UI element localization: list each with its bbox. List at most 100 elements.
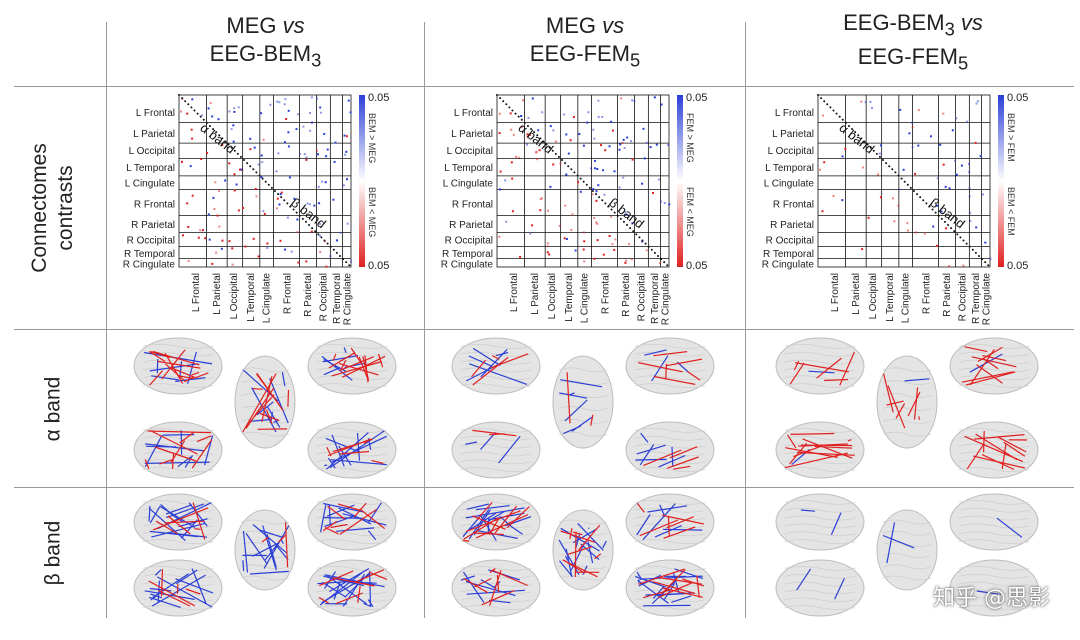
- connection-blue: [559, 560, 573, 578]
- brain-gyrus: [142, 566, 214, 571]
- matrix-cell: [944, 185, 947, 188]
- connection-blue: [273, 420, 278, 423]
- matrix-cell: [186, 202, 189, 205]
- connection-red: [463, 577, 489, 594]
- brain-gyrus: [316, 531, 388, 537]
- matrix-cell: [233, 173, 236, 176]
- matrix-diagonal-dot: [934, 211, 937, 214]
- brain-gyrus: [634, 435, 706, 441]
- connection-blue: [152, 573, 189, 599]
- connection-red: [643, 449, 682, 467]
- brain-gyrus: [460, 428, 532, 433]
- connection-blue: [144, 590, 195, 600]
- matrix-cell: [821, 210, 824, 213]
- matrix-cell: [625, 259, 628, 262]
- matrix-diagonal-dot: [289, 205, 292, 208]
- connection-blue: [639, 575, 703, 580]
- matrix-cell: [624, 261, 627, 264]
- matrix-row-label: R Occipital: [127, 235, 175, 246]
- brain-gyrus: [460, 500, 532, 505]
- connection-red: [789, 442, 808, 465]
- matrix-cell: [180, 110, 183, 113]
- matrix-cell: [189, 165, 192, 168]
- matrix-col-label: L Parietal: [212, 273, 223, 315]
- matrix-cell: [310, 230, 313, 233]
- matrix-cell: [313, 204, 316, 207]
- matrix-cell: [596, 222, 599, 225]
- matrix-cell: [228, 110, 231, 113]
- matrix-diagonal-dot: [181, 97, 184, 100]
- connection-red: [184, 376, 195, 383]
- brain-gyrus: [958, 605, 1030, 610]
- matrix-cell: [511, 210, 514, 213]
- matrix-diagonal-dot: [320, 236, 323, 239]
- connection-blue: [154, 569, 162, 576]
- brain-gyrus: [634, 539, 706, 544]
- matrix-cell: [199, 229, 202, 232]
- connection-red: [658, 582, 693, 598]
- matrix-cell: [832, 195, 835, 197]
- matrix-cell: [318, 234, 321, 237]
- colorbar-bottom-value: 0.05: [686, 260, 707, 272]
- matrix-cell: [603, 193, 606, 196]
- brain-gyrus: [784, 507, 856, 513]
- connection-blue: [252, 524, 288, 554]
- matrix-cell: [582, 248, 585, 251]
- connection-red: [338, 362, 379, 376]
- brain-gyrus: [784, 605, 856, 610]
- matrix-cell: [296, 231, 299, 234]
- matrix-cell: [643, 157, 646, 160]
- connection-blue: [663, 528, 703, 531]
- matrix-col-label: L Cingulate: [262, 273, 273, 324]
- matrix-col-label: L Occipital: [547, 273, 558, 319]
- connection-blue: [323, 575, 364, 587]
- matrix-cell: [295, 128, 298, 131]
- connection-red: [368, 571, 388, 580]
- matrix-col-label: R Frontal: [282, 273, 293, 314]
- connection-blue: [671, 595, 692, 603]
- matrix-cell: [266, 247, 269, 249]
- brain-gyrus: [958, 597, 1030, 603]
- grid-line-h2: [14, 487, 1074, 488]
- connection-blue: [560, 527, 600, 552]
- connection-blue: [486, 510, 505, 523]
- connection-red: [847, 439, 852, 442]
- matrix-diagonal-dot: [264, 180, 267, 183]
- colorbar-top-value: 0.05: [1007, 92, 1028, 104]
- connection-blue: [635, 458, 667, 461]
- matrix-cell: [299, 153, 301, 156]
- matrix-cell: [283, 103, 286, 106]
- connection-red: [966, 443, 985, 470]
- matrix-cell: [630, 258, 633, 260]
- matrix-diagonal-dot: [292, 208, 295, 211]
- matrix-cell: [310, 96, 313, 99]
- matrix-diagonal-dot: [965, 242, 968, 245]
- matrix-cell: [631, 158, 634, 161]
- matrix-cell: [841, 199, 844, 202]
- brain-gyrus: [460, 573, 532, 579]
- brain-gyrus: [460, 566, 532, 571]
- matrix-cell: [548, 253, 551, 256]
- connection-red: [191, 439, 213, 469]
- brain-gyrus: [784, 523, 856, 529]
- matrix-diagonal-dot: [520, 118, 523, 121]
- matrix-cell: [630, 140, 632, 143]
- connection-red: [152, 507, 209, 531]
- matrix-diagonal-dot: [595, 193, 598, 196]
- connection-blue: [249, 570, 289, 575]
- matrix-col-label: R Parietal: [303, 273, 314, 317]
- matrix-cell: [262, 138, 265, 141]
- connection-red: [278, 534, 286, 543]
- matrix-cell: [917, 109, 920, 111]
- matrix-col-label: L Frontal: [509, 273, 520, 312]
- brain-beta-meg-vs-fem: [451, 493, 715, 617]
- matrix-diagonal-dot: [866, 143, 869, 146]
- matrix-cell: [611, 243, 614, 246]
- matrix-cell: [499, 170, 502, 173]
- connection-red: [261, 536, 269, 543]
- matrix-cell: [642, 127, 645, 130]
- matrix-cell: [186, 112, 189, 115]
- matrix-cell: [317, 153, 319, 156]
- grid-line-v2: [745, 22, 746, 618]
- matrix-cell: [344, 153, 347, 156]
